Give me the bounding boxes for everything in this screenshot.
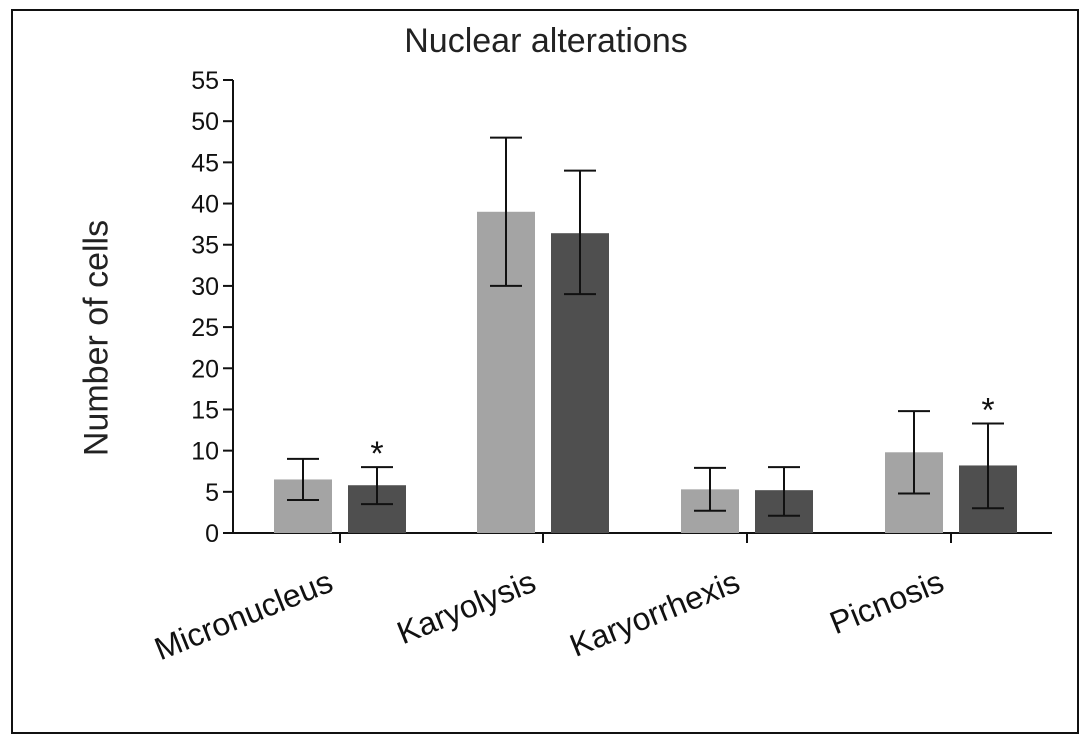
significance-marker: * bbox=[981, 391, 994, 429]
y-tick-label: 20 bbox=[191, 355, 219, 383]
y-tick-label: 40 bbox=[191, 191, 219, 219]
y-tick-label: 30 bbox=[191, 273, 219, 301]
y-tick-label: 5 bbox=[205, 479, 219, 507]
y-tick-label: 35 bbox=[191, 232, 219, 260]
y-tick-label: 10 bbox=[191, 438, 219, 466]
y-tick-label: 25 bbox=[191, 314, 219, 342]
x-category-label: Karyolysis bbox=[392, 563, 541, 651]
y-tick-label: 50 bbox=[191, 108, 219, 136]
y-tick-label: 0 bbox=[205, 520, 219, 548]
significance-marker: * bbox=[370, 435, 383, 473]
x-category-label: Picnosis bbox=[825, 563, 949, 641]
chart-title: Nuclear alterations bbox=[404, 22, 688, 60]
x-category-label: Micronucleus bbox=[149, 563, 337, 667]
y-tick-label: 55 bbox=[191, 67, 219, 95]
figure-frame bbox=[11, 9, 1079, 734]
y-tick-label: 45 bbox=[191, 149, 219, 177]
x-category-label: Karyorrhexis bbox=[565, 563, 745, 664]
y-tick-label: 15 bbox=[191, 396, 219, 424]
